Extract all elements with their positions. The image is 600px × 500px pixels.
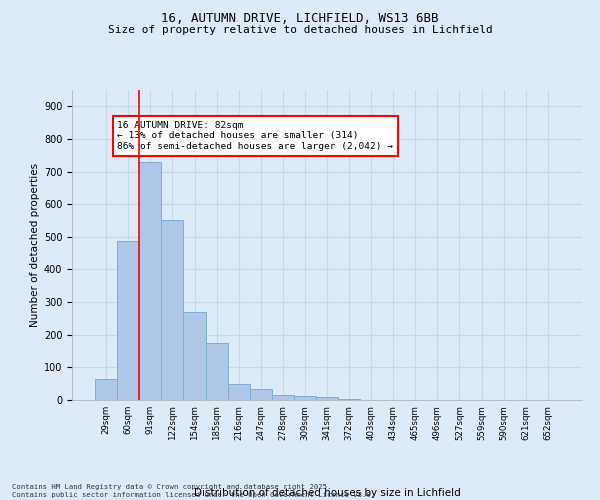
Bar bbox=[184, 312, 206, 400]
X-axis label: Distribution of detached houses by size in Lichfield: Distribution of detached houses by size … bbox=[194, 488, 460, 498]
Bar bbox=[117, 241, 139, 400]
Text: Contains HM Land Registry data © Crown copyright and database right 2025.
Contai: Contains HM Land Registry data © Crown c… bbox=[12, 484, 375, 498]
Bar bbox=[95, 380, 117, 400]
Bar bbox=[206, 343, 227, 400]
Text: Size of property relative to detached houses in Lichfield: Size of property relative to detached ho… bbox=[107, 25, 493, 35]
Bar bbox=[294, 396, 316, 400]
Bar bbox=[139, 162, 161, 400]
Bar bbox=[250, 389, 272, 400]
Text: 16, AUTUMN DRIVE, LICHFIELD, WS13 6BB: 16, AUTUMN DRIVE, LICHFIELD, WS13 6BB bbox=[161, 12, 439, 26]
Y-axis label: Number of detached properties: Number of detached properties bbox=[29, 163, 40, 327]
Bar bbox=[338, 398, 360, 400]
Bar bbox=[227, 384, 250, 400]
Text: 16 AUTUMN DRIVE: 82sqm
← 13% of detached houses are smaller (314)
86% of semi-de: 16 AUTUMN DRIVE: 82sqm ← 13% of detached… bbox=[117, 121, 393, 151]
Bar bbox=[161, 220, 184, 400]
Bar bbox=[272, 395, 294, 400]
Bar bbox=[316, 396, 338, 400]
